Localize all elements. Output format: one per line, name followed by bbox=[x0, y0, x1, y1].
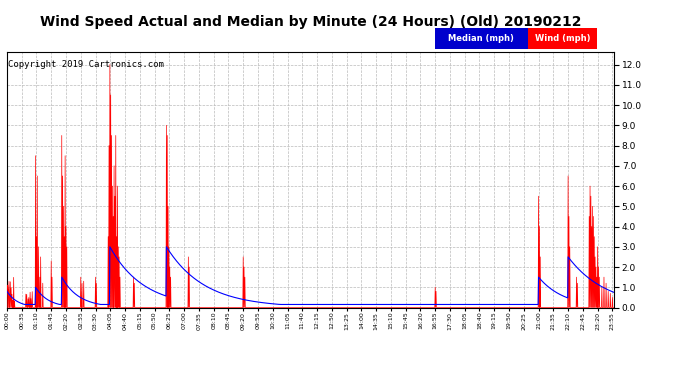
Text: Median (mph): Median (mph) bbox=[448, 34, 514, 43]
Text: Copyright 2019 Cartronics.com: Copyright 2019 Cartronics.com bbox=[8, 60, 164, 69]
Text: Wind (mph): Wind (mph) bbox=[535, 34, 590, 43]
Text: Wind Speed Actual and Median by Minute (24 Hours) (Old) 20190212: Wind Speed Actual and Median by Minute (… bbox=[40, 15, 581, 29]
